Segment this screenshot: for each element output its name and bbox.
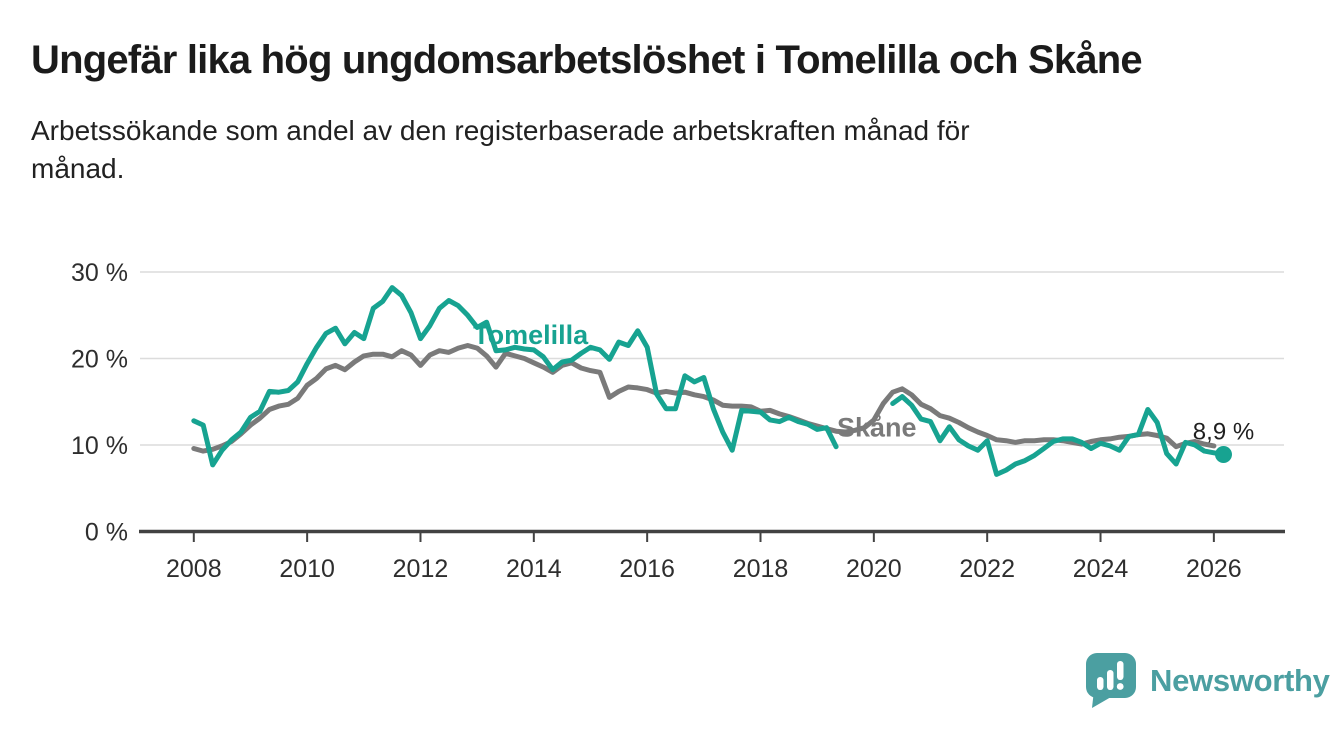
x-tick-label: 2012 [393, 555, 449, 583]
y-tick-label: 20 % [71, 346, 128, 374]
logo-bar-short [1097, 677, 1104, 690]
series-label-tomelilla: Tomelilla [473, 320, 589, 350]
x-tick-label: 2020 [846, 555, 902, 583]
y-tick-label: 30 % [71, 259, 128, 287]
chart-subtitle-line1: Arbetssökande som andel av den registerb… [31, 115, 970, 146]
logo-bar-tall [1107, 670, 1114, 690]
chart-subtitle: Arbetssökande som andel av den registerb… [31, 112, 1311, 187]
x-tick-label: 2022 [959, 555, 1015, 583]
series-line-skane [191, 343, 1217, 454]
logo-bubble-tail [1092, 690, 1111, 708]
x-tick-label: 2016 [619, 555, 675, 583]
logo-exclamation-bar [1117, 661, 1124, 680]
chart-title: Ungefär lika hög ungdomsarbetslöshet i T… [31, 38, 1143, 82]
y-tick-label: 0 % [85, 519, 128, 547]
brand-name: Newsworthy [1150, 662, 1330, 698]
logo-exclamation-dot [1116, 683, 1124, 690]
y-tick-label: 10 % [71, 432, 128, 460]
chart-subtitle-line2: månad. [31, 152, 125, 184]
x-tick-label: 2018 [733, 555, 789, 583]
x-tick-label: 2008 [166, 555, 222, 583]
series-label-skane: Skåne [837, 412, 917, 442]
x-tick-label: 2014 [506, 555, 562, 583]
x-tick-label: 2024 [1073, 555, 1129, 583]
x-tick-label: 2010 [279, 555, 335, 583]
chart-header: Ungefär lika hög ungdomsarbetslöshet i T… [31, 0, 1311, 187]
end-point-dot [1214, 446, 1232, 464]
newsworthy-brand: Newsworthy [1085, 652, 1330, 709]
x-tick-label: 2026 [1186, 555, 1242, 583]
series-line-tomelilla [890, 394, 1226, 477]
newsworthy-chart-bubble-icon [1086, 653, 1136, 708]
series-line-tomelilla [191, 285, 839, 468]
end-value-label: 8,9 % [1193, 419, 1254, 446]
